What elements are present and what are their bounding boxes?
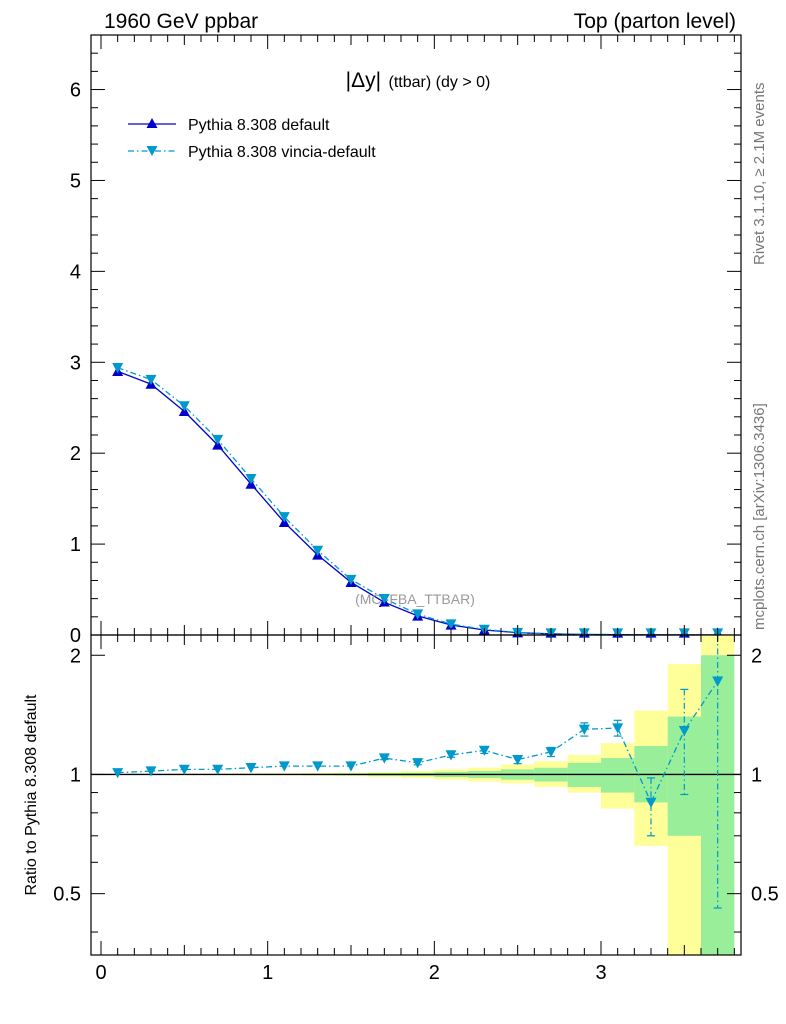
rivet-version-label: Rivet 3.1.10, ≥ 2.1M events — [751, 83, 768, 266]
analysis-watermark: (MC_FBA_TTBAR) — [355, 591, 475, 607]
uncertainty-band-green — [601, 758, 635, 793]
ratio-y-tick-label-right: 0.5 — [751, 884, 779, 906]
ratio-point-vincia — [245, 763, 257, 774]
ratio-point-vincia — [178, 764, 190, 775]
panel-title-sub: (ttbar) (dy > 0) — [389, 74, 491, 91]
mcplots-label: mcplots.cern.ch [arXiv:1306.3436] — [751, 403, 768, 630]
header-energy-label: 1960 GeV ppbar — [104, 10, 258, 33]
ratio-y-tick-label: 1 — [70, 764, 81, 786]
data-point-vincia — [445, 619, 457, 630]
ratio-x-tick-label: 3 — [595, 962, 606, 984]
header-process-label: Top (parton level) — [574, 10, 736, 33]
ratio-point-vincia — [645, 797, 657, 808]
ratio-point-vincia — [278, 761, 290, 772]
legend: Pythia 8.308 default Pythia 8.308 vincia… — [128, 117, 376, 161]
ratio-point-vincia — [112, 768, 124, 779]
ratio-x-tick-label: 2 — [429, 962, 440, 984]
data-point-vincia — [245, 473, 257, 485]
legend-marker-vincia — [146, 146, 158, 156]
ratio-point-vincia — [712, 676, 724, 687]
ratio-y-tick-label-right: 2 — [751, 645, 762, 667]
data-point-vincia — [278, 512, 290, 523]
data-point-vincia — [212, 434, 224, 446]
ratio-point-vincia — [212, 764, 224, 775]
data-point-vincia — [378, 593, 390, 605]
ratio-x-tick-label: 0 — [95, 962, 106, 984]
legend-label-vincia: Pythia 8.308 vincia-default — [188, 144, 376, 161]
ratio-point-vincia — [312, 761, 324, 772]
ratio-point-vincia — [545, 747, 557, 758]
main-y-tick-label: 0 — [70, 625, 81, 647]
ratio-y-tick-label-right: 1 — [751, 764, 762, 786]
ratio-panel: 0 1 2 3 0.5 0.5 1 1 2 2 Ratio to Pythia 8.308 def… — [23, 634, 779, 984]
panel-title-main: |Δy| — [346, 69, 381, 92]
data-point-vincia — [312, 545, 324, 556]
legend-marker-default — [146, 118, 158, 128]
ratio-point-vincia — [145, 766, 157, 777]
data-point-vincia — [412, 609, 424, 620]
ratio-point-vincia — [378, 753, 390, 764]
legend-label-default: Pythia 8.308 default — [188, 117, 330, 134]
ratio-y-tick-label: 2 — [70, 645, 81, 667]
main-y-tick-label: 5 — [70, 170, 81, 192]
ratio-point-vincia — [612, 723, 624, 734]
main-y-tick-label: 2 — [70, 443, 81, 465]
uncertainty-band-green — [701, 655, 735, 955]
main-y-tick-label: 1 — [70, 534, 81, 556]
ratio-panel-frame — [90, 634, 742, 956]
panel-title: |Δy| (ttbar) (dy > 0) — [346, 69, 491, 92]
ratio-point-vincia — [445, 750, 457, 761]
data-point-vincia — [178, 401, 190, 412]
ratio-point-vincia — [678, 725, 690, 737]
data-point-vincia — [145, 374, 157, 386]
main-panel: 0 1 2 3 4 5 6 |Δy| (ttbar) (dy > 0) (MC_FBA_TT… — [70, 34, 742, 647]
ratio-point-vincia — [412, 758, 424, 769]
ratio-y-axis-label: Ratio to Pythia 8.308 default — [23, 694, 40, 896]
main-y-tick-label: 4 — [70, 261, 81, 283]
data-point-vincia — [345, 574, 357, 586]
ratio-point-vincia — [345, 761, 357, 772]
main-y-tick-label: 6 — [70, 80, 81, 102]
ratio-point-vincia — [512, 754, 524, 766]
ratio-point-vincia — [578, 724, 590, 735]
ratio-y-tick-label: 0.5 — [53, 884, 81, 906]
ratio-point-vincia — [478, 745, 490, 756]
data-point-vincia — [112, 363, 124, 374]
main-y-tick-label: 3 — [70, 352, 81, 374]
ratio-x-tick-label: 1 — [262, 962, 273, 984]
